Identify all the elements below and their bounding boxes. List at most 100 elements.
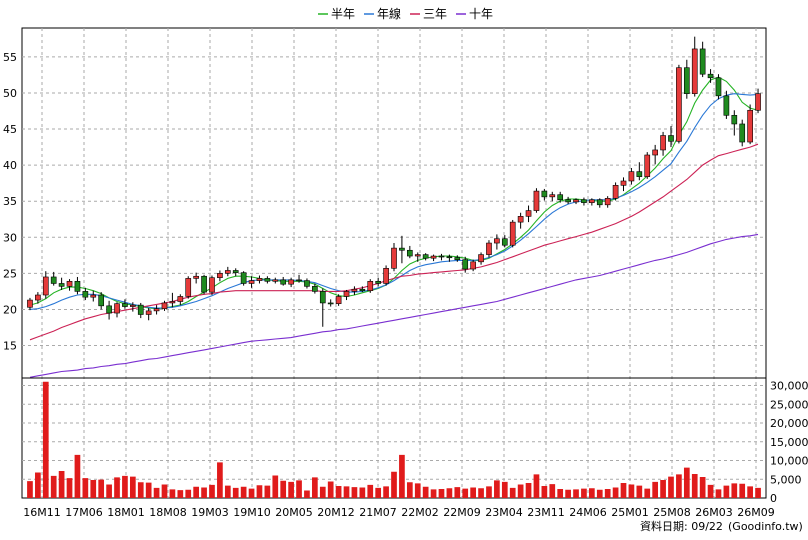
candle-body (668, 135, 674, 142)
volume-bar (42, 381, 49, 498)
price-tick-label: 15 (3, 340, 17, 353)
candle-body (422, 254, 429, 259)
volume-tick-label: 10,000 (770, 455, 808, 468)
candle (209, 275, 215, 296)
volume-bar (533, 474, 540, 498)
volume-bar (35, 472, 41, 498)
candle (359, 286, 366, 293)
candle-body (517, 216, 524, 223)
candle (699, 41, 706, 78)
candle-body (589, 199, 595, 203)
x-tick-label: 20M12 (317, 506, 355, 519)
candle-body (446, 256, 453, 259)
candle-body (565, 199, 571, 203)
volume-bar (438, 489, 445, 498)
candle (573, 198, 579, 205)
candle-body (628, 171, 635, 182)
candle (660, 131, 666, 156)
candle-body (351, 288, 358, 292)
candle-body (312, 286, 318, 292)
candle (422, 253, 429, 261)
volume-bar (707, 484, 714, 498)
candle (604, 196, 611, 208)
candle-body (66, 280, 73, 287)
volume-bar (676, 474, 682, 498)
candle-body (145, 310, 152, 315)
x-tick-label: 25M01 (611, 506, 649, 519)
volume-bar (50, 475, 57, 498)
candle-body (414, 254, 421, 257)
candle-body (525, 210, 532, 217)
candle-body (82, 291, 89, 298)
volume-bar (715, 489, 722, 498)
candle (501, 235, 508, 248)
volume-bar (193, 486, 199, 498)
x-tick-label: 20M05 (275, 506, 313, 519)
volume-y-axis: 0 5,000 10,000 15,000 20,000 25,000 30,000 (770, 380, 808, 506)
candle-body (209, 277, 215, 293)
volume-bar (652, 481, 659, 498)
candle (581, 197, 587, 206)
candle (446, 254, 453, 262)
volume-bar (549, 484, 556, 498)
candle-body (739, 123, 746, 143)
volume-bar (541, 486, 548, 498)
candle (343, 289, 350, 301)
x-tick-label: 26M03 (695, 506, 733, 519)
volume-bars (27, 381, 761, 498)
x-tick-label: 26M09 (737, 506, 775, 519)
candle (454, 255, 461, 262)
x-tick-label: 21M07 (359, 506, 397, 519)
volume-bar (224, 485, 231, 498)
candle-body (327, 302, 334, 305)
candle (707, 69, 714, 83)
volume-bar (391, 471, 397, 498)
candle (280, 276, 287, 286)
candle (161, 300, 168, 311)
candle-body (185, 278, 192, 297)
candle-body (430, 255, 437, 259)
price-tick-label: 40 (3, 159, 17, 172)
volume-bar (58, 471, 65, 498)
volume-bar (74, 454, 81, 498)
candle (509, 219, 516, 248)
candle-body (130, 304, 136, 307)
source-label: (Goodinfo.tw) (728, 520, 803, 533)
candle (27, 297, 33, 311)
volume-bar (596, 489, 603, 498)
volume-tick-label: 25,000 (770, 398, 808, 411)
legend: 半年 年線 三年 十年 (318, 6, 493, 21)
candle-body (224, 270, 231, 274)
candle-body (406, 249, 413, 257)
candle (391, 243, 397, 272)
volume-bar (612, 487, 619, 498)
volume-bar (422, 486, 429, 498)
candle-body (177, 296, 184, 302)
volume-bar (486, 486, 492, 498)
x-tick-label: 22M09 (443, 506, 481, 519)
candle-body (501, 238, 508, 246)
volume-bar (375, 487, 382, 498)
candle-body (359, 288, 366, 291)
volume-tick-label: 0 (770, 492, 777, 505)
candle (731, 110, 738, 136)
candle-body (699, 48, 706, 75)
volume-bar (296, 480, 302, 498)
volume-bar (66, 478, 73, 498)
price-tick-label: 35 (3, 195, 17, 208)
candle-body (660, 135, 666, 151)
candle-body (391, 247, 397, 269)
candle-body (470, 261, 476, 270)
candle-body (296, 279, 302, 282)
candle (486, 240, 492, 258)
volume-bar (565, 489, 571, 498)
candle-body (462, 259, 469, 270)
volume-bar (509, 487, 516, 498)
candle (177, 294, 184, 306)
candle-body (707, 73, 714, 79)
candle (739, 119, 746, 147)
candle (755, 88, 761, 114)
candle-body (90, 294, 97, 298)
candle (193, 272, 199, 284)
